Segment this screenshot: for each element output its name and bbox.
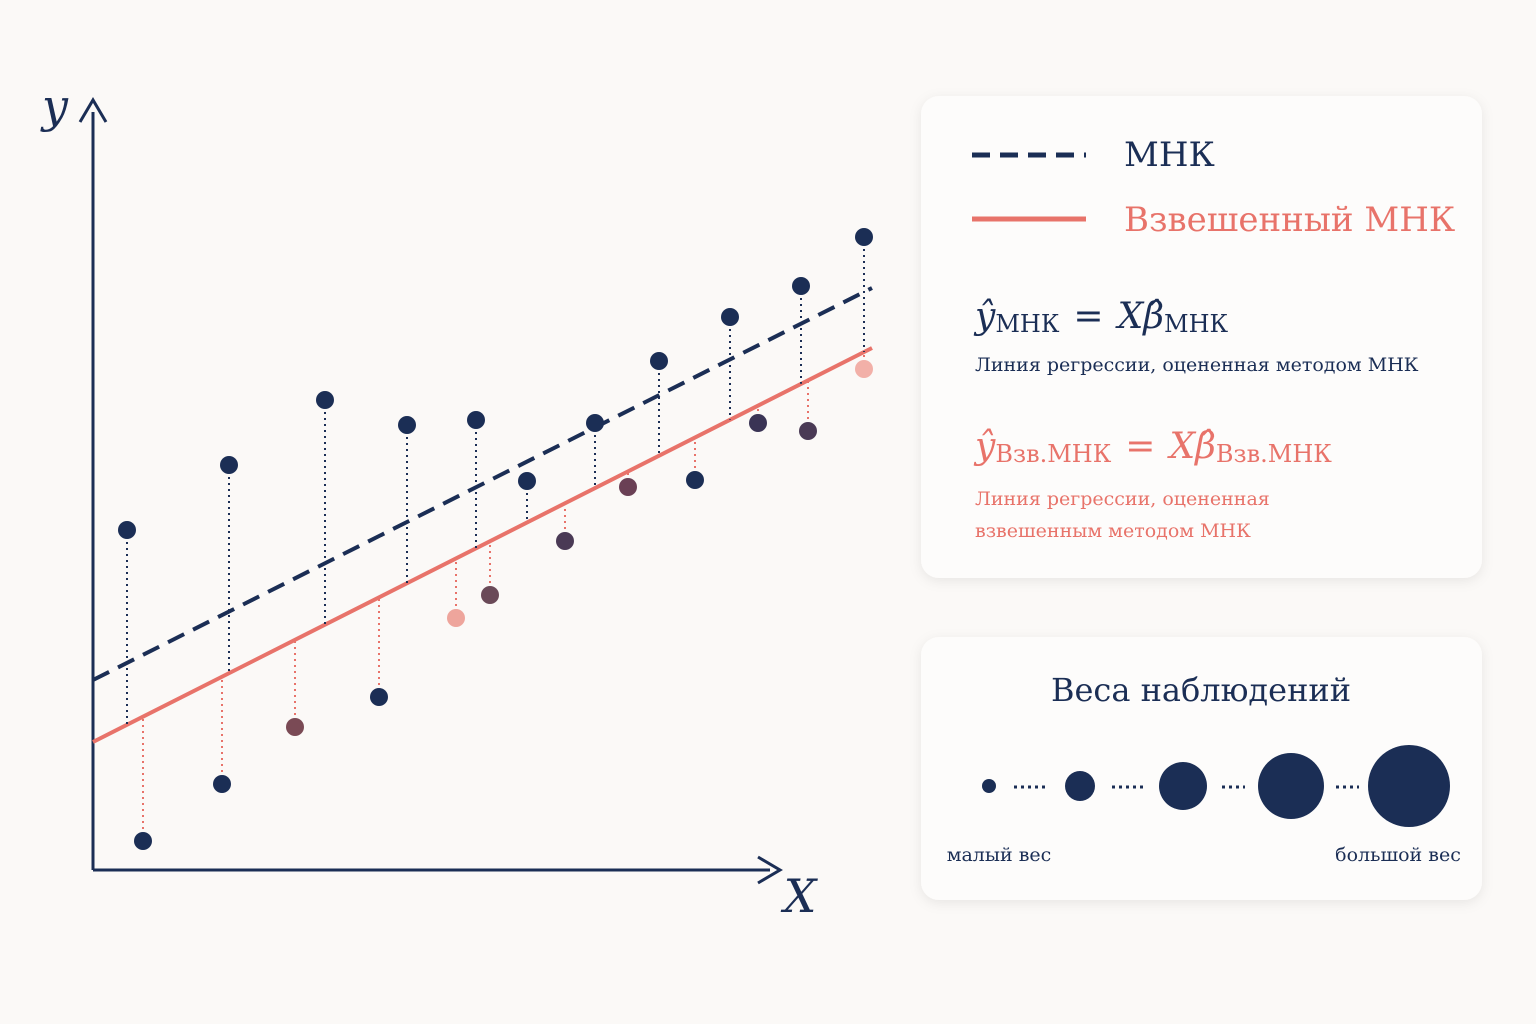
observation (518, 472, 536, 490)
formula-part: = (1125, 426, 1155, 467)
observation (316, 391, 334, 409)
observation (467, 411, 485, 429)
observation (447, 609, 465, 627)
formula-part: Взв.МНК (1216, 440, 1332, 468)
observation (619, 478, 637, 496)
caption: Линия регрессии, оцененная методом МНК (975, 354, 1419, 376)
observation (213, 775, 231, 793)
observation (686, 471, 704, 489)
weight-circle (1368, 745, 1450, 827)
formula-part: МНК (995, 310, 1060, 338)
weights-title: Веса наблюдений (1051, 671, 1351, 709)
observation (855, 360, 873, 378)
wls-line (92, 346, 873, 744)
observation (398, 416, 416, 434)
formula-part: = (1073, 296, 1103, 337)
observation (792, 277, 810, 295)
observation (855, 228, 873, 246)
observation (556, 532, 574, 550)
formula-part: X (1166, 426, 1196, 467)
observation (118, 521, 136, 539)
formula-part: МНК (1164, 310, 1229, 338)
weights-panel: Веса наблюдений малый вес большой вес (921, 637, 1482, 900)
observation (799, 422, 817, 440)
observation (721, 308, 739, 326)
observation (586, 414, 604, 432)
panel (921, 637, 1482, 900)
caption: Линия регрессии, оцененная (975, 488, 1270, 510)
formula: ŷМНК = Xβ̂МНК (973, 296, 1229, 338)
observation (220, 456, 238, 474)
legend-label: МНК (1124, 135, 1215, 175)
plot: y X (40, 79, 873, 923)
observation (370, 688, 388, 706)
y-label: y (40, 79, 69, 133)
legend-label: Взвешенный МНК (1124, 200, 1455, 240)
formula-part: Взв.МНК (995, 440, 1111, 468)
weight-high: большой вес (1335, 844, 1461, 866)
x-arrow (757, 855, 783, 885)
observation (134, 832, 152, 850)
weight-low: малый вес (947, 844, 1052, 866)
formula-part: ŷ (973, 296, 996, 337)
observation (481, 586, 499, 604)
formula-part: X (1115, 296, 1145, 337)
observation (650, 352, 668, 370)
caption: взвешенным методом МНК (975, 520, 1251, 542)
formula-part: β̂ (1193, 426, 1216, 467)
formula-part: β̂ (1141, 296, 1164, 337)
weight-circle (1159, 762, 1207, 810)
legend-panel: МНК Взвешенный МНК ŷМНК = Xβ̂МНК Линия рег… (921, 96, 1482, 578)
weight-circle (982, 779, 996, 793)
observation (749, 414, 767, 432)
weight-circles (982, 745, 1450, 827)
y-arrow (78, 97, 108, 123)
formula: ŷВзв.МНК = Xβ̂Взв.МНК (973, 426, 1332, 468)
ols-line (92, 286, 873, 682)
x-label: X (781, 869, 819, 923)
weight-circle (1258, 753, 1324, 819)
observation (286, 718, 304, 736)
formula-part: ŷ (973, 426, 996, 467)
weight-circle (1065, 771, 1095, 801)
